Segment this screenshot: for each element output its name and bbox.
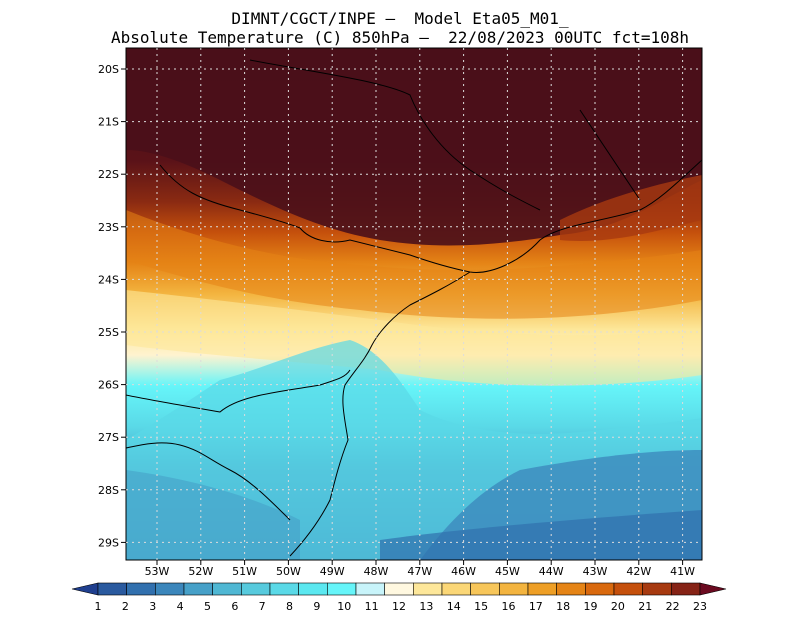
lat-label: 27S: [98, 431, 119, 444]
colorbar-swatch: [183, 582, 213, 596]
colorbar-label: 2: [122, 600, 129, 613]
colorbar-swatch: [241, 582, 271, 596]
colorbar-swatch: [126, 582, 156, 596]
colorbar-swatch: [155, 582, 185, 596]
colorbar-swatch: [355, 582, 385, 596]
colorbar-label: 15: [474, 600, 488, 613]
colorbar-swatch: [269, 582, 299, 596]
colorbar-label: 16: [501, 600, 515, 613]
lon-label: 51W: [232, 565, 257, 578]
colorbar-swatch: [298, 582, 328, 596]
colorbar-label: 12: [392, 600, 406, 613]
lon-label: 43W: [583, 565, 608, 578]
colorbar-swatch: [642, 582, 672, 596]
chart-subtitle: Absolute Temperature (C) 850hPa – 22/08/…: [111, 28, 689, 47]
colorbar: 1 2 3 4 5 6 7 8 9 10 11 12 13 14 15 16 17 18 19 20 21 22 23: [71, 582, 727, 613]
colorbar-swatch: [441, 582, 471, 596]
lon-label: 52W: [188, 565, 213, 578]
colorbar-label: 5: [204, 600, 211, 613]
colorbar-label: 14: [447, 600, 461, 613]
colorbar-swatch: [585, 582, 615, 596]
lat-label: 25S: [98, 326, 119, 339]
colorbar-label: 13: [419, 600, 433, 613]
colorbar-swatch: [327, 582, 357, 596]
lat-label: 20S: [98, 63, 119, 76]
lon-label: 50W: [276, 565, 301, 578]
colorbar-swatch: [613, 582, 643, 596]
colorbar-swatch: [413, 582, 443, 596]
chart-title: DIMNT/CGCT/INPE – Model Eta05_M01_: [231, 9, 569, 28]
lat-label: 22S: [98, 168, 119, 181]
colorbar-label: 3: [149, 600, 156, 613]
colorbar-label: 7: [259, 600, 266, 613]
colorbar-label: 17: [529, 600, 543, 613]
colorbar-swatch: [556, 582, 586, 596]
lon-label: 53W: [145, 565, 170, 578]
lat-label: 23S: [98, 221, 119, 234]
lon-label: 45W: [495, 565, 520, 578]
colorbar-label: 1: [95, 600, 102, 613]
lon-label: 46W: [451, 565, 476, 578]
colorbar-label: 20: [611, 600, 625, 613]
colorbar-swatch: [470, 582, 500, 596]
colorbar-swatch: [671, 582, 701, 596]
colorbar-label: 9: [313, 600, 320, 613]
colorbar-swatch: [212, 582, 242, 596]
colorbar-label: 11: [365, 600, 379, 613]
colorbar-label: 21: [638, 600, 652, 613]
colorbar-label: 10: [337, 600, 351, 613]
lat-label: 29S: [98, 536, 119, 549]
colorbar-label: 22: [666, 600, 680, 613]
lon-label: 44W: [539, 565, 564, 578]
colorbar-swatch: [384, 582, 414, 596]
colorbar-label: 19: [584, 600, 598, 613]
lon-label: 41W: [670, 565, 695, 578]
colorbar-arrow-right: [699, 582, 727, 596]
colorbar-label: 6: [231, 600, 238, 613]
colorbar-label: 18: [556, 600, 570, 613]
lon-label: 48W: [364, 565, 389, 578]
lat-label: 21S: [98, 116, 119, 129]
colorbar-swatch: [527, 582, 557, 596]
colorbar-swatch: [97, 582, 127, 596]
colorbar-swatch: [499, 582, 529, 596]
colorbar-arrow-left: [71, 582, 99, 596]
lat-label: 28S: [98, 484, 119, 497]
lat-label: 24S: [98, 273, 119, 286]
lon-label: 49W: [320, 565, 345, 578]
lon-label: 47W: [407, 565, 432, 578]
colorbar-label: 23: [693, 600, 707, 613]
lat-label: 26S: [98, 379, 119, 392]
colorbar-label: 4: [177, 600, 184, 613]
colorbar-label: 8: [286, 600, 293, 613]
temperature-field: [126, 48, 702, 560]
lon-label: 42W: [626, 565, 651, 578]
